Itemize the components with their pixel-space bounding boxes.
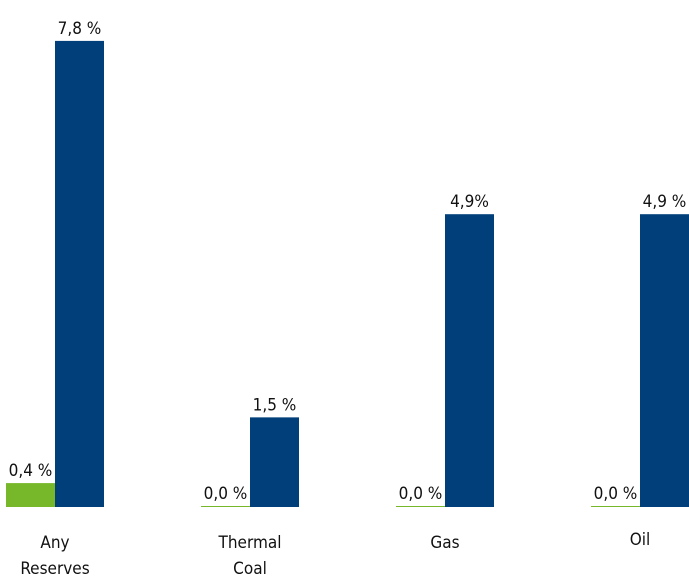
bar-series2-0: [55, 40, 104, 508]
data-label-series2-3: 4,9 %: [643, 192, 687, 212]
data-label-series2-2: 4,9%: [450, 192, 489, 212]
value-labels-layer: 0,4 % 7,8 % 0,0 % 1,5 % 0,0 % 4,9% 0,0 % 4,9 %: [9, 19, 687, 504]
bar-series1-2: [396, 506, 445, 507]
data-label-series1-2: 0,0 %: [399, 484, 443, 504]
category-label-2-line0: Gas: [430, 533, 459, 553]
category-label-3-line0: Oil: [630, 530, 651, 550]
bar-series1-0: [6, 483, 55, 507]
bar-series1-3: [591, 506, 640, 507]
category-label-1-line0: Thermal: [218, 533, 282, 553]
data-label-series1-0: 0,4 %: [9, 461, 53, 481]
data-label-series2-0: 7,8 %: [58, 19, 102, 39]
category-label-1-line1: Coal: [233, 559, 267, 579]
bar-series2-3: [640, 214, 689, 507]
bar-series2-2: [445, 214, 494, 507]
bar-series2-1: [250, 417, 299, 507]
category-labels-layer: Any Reserves Thermal Coal Gas Oil: [20, 530, 650, 579]
data-label-series1-3: 0,0 %: [594, 484, 638, 504]
data-label-series2-1: 1,5 %: [253, 395, 297, 415]
category-label-0-line1: Reserves: [20, 559, 89, 579]
bar-series1-1: [201, 506, 250, 507]
bars-layer: [6, 40, 689, 508]
data-label-series1-1: 0,0 %: [204, 484, 248, 504]
category-label-0-line0: Any: [40, 533, 69, 553]
